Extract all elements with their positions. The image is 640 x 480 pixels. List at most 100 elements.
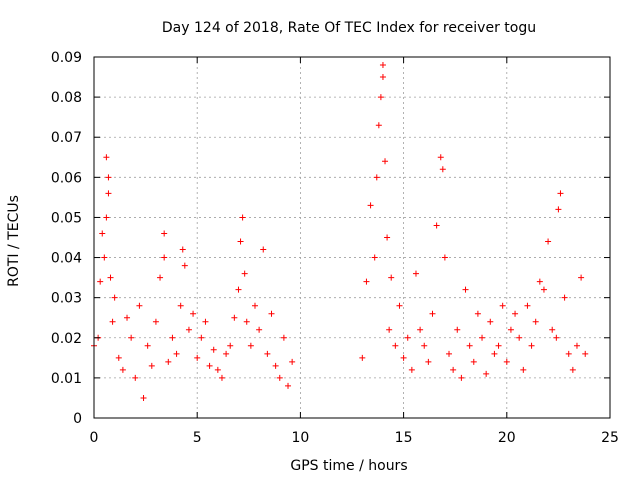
data-point	[177, 302, 184, 309]
data-point	[251, 302, 258, 309]
data-point	[392, 342, 399, 349]
data-point	[454, 326, 461, 333]
x-tick-label: 25	[601, 430, 619, 446]
data-point	[101, 254, 108, 261]
data-point	[433, 222, 440, 229]
data-point	[210, 346, 217, 353]
data-point	[536, 278, 543, 285]
data-point	[247, 342, 254, 349]
data-point	[289, 358, 296, 365]
data-point	[382, 158, 389, 165]
chart-title: Day 124 of 2018, Rate Of TEC Index for r…	[162, 20, 536, 36]
data-point	[408, 366, 415, 373]
data-point	[491, 350, 498, 357]
data-point	[462, 286, 469, 293]
data-point	[227, 342, 234, 349]
data-point	[264, 350, 271, 357]
data-point	[437, 154, 444, 161]
data-point	[190, 310, 197, 317]
data-point	[285, 382, 292, 389]
data-point	[400, 354, 407, 361]
data-point	[417, 326, 424, 333]
y-tick-label: 0.01	[51, 371, 82, 387]
data-point	[107, 274, 114, 281]
data-point	[272, 362, 279, 369]
y-axis-ticks: 0 0.01 0.02 0.03 0.04 0.05 0.06 0.07 0.08 0.09	[51, 50, 610, 427]
plot-frame	[93, 56, 611, 419]
data-point	[388, 274, 395, 281]
x-tick-label: 20	[498, 430, 516, 446]
data-point	[404, 334, 411, 341]
data-point	[124, 314, 131, 321]
data-point	[528, 342, 535, 349]
data-point	[218, 374, 225, 381]
y-tick-label: 0.06	[51, 170, 82, 186]
grid	[94, 57, 610, 418]
data-point	[540, 286, 547, 293]
data-point	[446, 350, 453, 357]
data-point	[495, 342, 502, 349]
data-point	[578, 274, 585, 281]
x-axis-label: GPS time / hours	[290, 458, 407, 474]
data-point	[520, 366, 527, 373]
x-tick-label: 0	[90, 430, 99, 446]
data-point	[235, 286, 242, 293]
data-point	[194, 354, 201, 361]
data-point	[198, 334, 205, 341]
y-tick-label: 0.03	[51, 291, 82, 307]
data-point	[140, 394, 147, 401]
data-point	[268, 310, 275, 317]
data-point	[439, 166, 446, 173]
data-point	[136, 302, 143, 309]
data-point	[363, 278, 370, 285]
data-point	[359, 354, 366, 361]
data-point	[161, 254, 168, 261]
y-tick-label: 0.08	[51, 90, 82, 106]
data-point	[243, 318, 250, 325]
data-point	[105, 190, 112, 197]
data-point	[99, 230, 106, 237]
data-point	[479, 334, 486, 341]
data-point	[132, 374, 139, 381]
data-point	[499, 302, 506, 309]
data-point	[516, 334, 523, 341]
data-point	[553, 334, 560, 341]
data-point	[165, 358, 172, 365]
data-point	[384, 234, 391, 241]
data-point	[555, 206, 562, 213]
x-tick-label: 5	[193, 430, 202, 446]
data-point	[157, 274, 164, 281]
data-point	[179, 246, 186, 253]
data-point	[441, 254, 448, 261]
data-point	[206, 362, 213, 369]
data-point	[148, 362, 155, 369]
data-point	[474, 310, 481, 317]
data-point	[386, 326, 393, 333]
data-point	[458, 374, 465, 381]
data-point	[276, 374, 283, 381]
data-point	[377, 94, 384, 101]
data-point	[144, 342, 151, 349]
data-point	[396, 302, 403, 309]
data-point	[169, 334, 176, 341]
data-point	[231, 314, 238, 321]
data-point	[379, 74, 386, 81]
data-point	[241, 270, 248, 277]
y-axis-label: ROTI / TECUs	[6, 195, 22, 287]
data-point	[557, 190, 564, 197]
y-tick-label: 0	[73, 411, 82, 427]
data-point	[202, 318, 209, 325]
data-point	[483, 370, 490, 377]
data-point	[429, 310, 436, 317]
y-tick-label: 0.05	[51, 210, 82, 226]
data-point	[466, 342, 473, 349]
data-point	[507, 326, 514, 333]
data-point	[97, 278, 104, 285]
data-point	[545, 238, 552, 245]
data-point	[450, 366, 457, 373]
data-point	[503, 358, 510, 365]
data-points	[91, 62, 589, 401]
data-point	[115, 354, 122, 361]
data-point	[105, 174, 112, 181]
